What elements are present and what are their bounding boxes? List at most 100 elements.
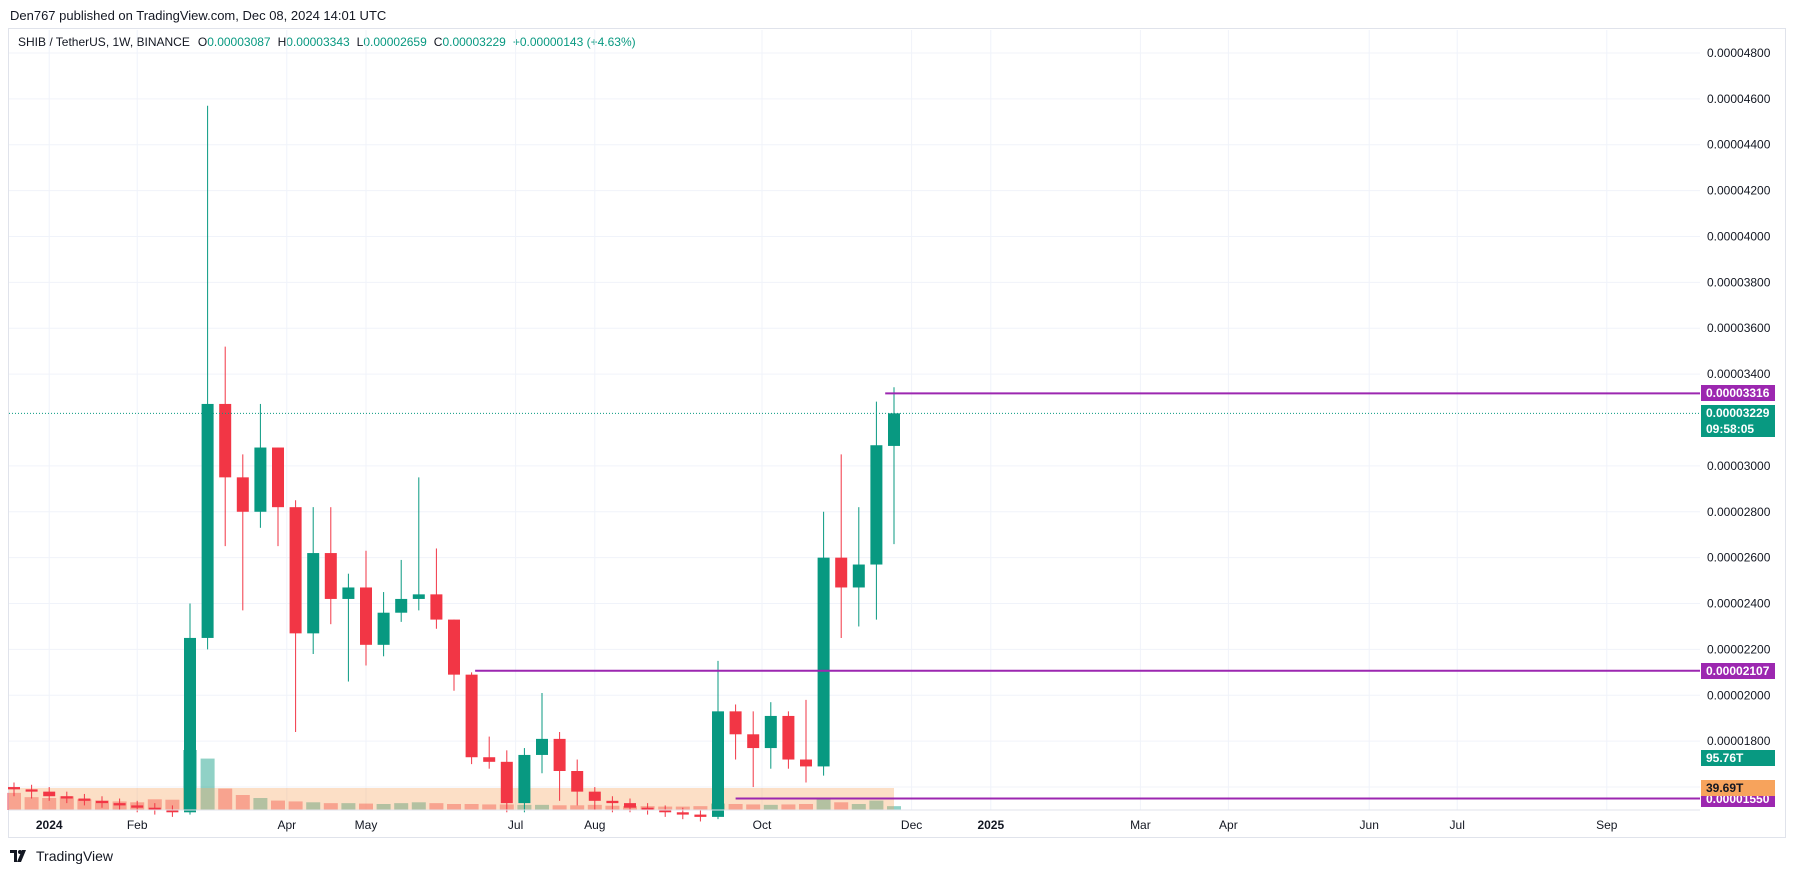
grid	[9, 30, 1700, 810]
volume-bar	[165, 799, 180, 810]
volume-bar	[411, 802, 426, 810]
candle-body	[624, 803, 636, 808]
level-price-tag: 0.00002107	[1701, 662, 1775, 679]
volume-bar	[42, 798, 57, 810]
price-chart[interactable]: 0.00004800 0.00004600 0.00004400 0.00004200…	[0, 0, 1794, 840]
candle-body	[800, 759, 812, 767]
candle-body	[448, 619, 460, 675]
volume-bar	[482, 804, 497, 810]
candle-body	[835, 557, 848, 588]
volume-bar	[746, 804, 761, 810]
candle-body	[289, 507, 302, 634]
volume-bar	[693, 806, 708, 810]
price-tick-label: 0.00004000	[1707, 229, 1771, 243]
volume-bar	[447, 804, 461, 810]
volume-bar	[887, 806, 901, 810]
volume-bar	[763, 804, 778, 810]
volume-bar	[200, 758, 215, 810]
time-axis: 2024 Feb Apr May Jul Aug Oct Dec 2025 Mar Apr Jun Ju…	[36, 818, 1618, 832]
candle-body	[500, 761, 513, 804]
chart-frame	[8, 28, 1786, 838]
candle-body	[518, 754, 531, 804]
candle-body	[817, 557, 830, 767]
time-tick-label: Dec	[901, 818, 922, 832]
candle-body	[395, 598, 408, 613]
volume-ma-area	[9, 788, 894, 810]
volume-bar	[218, 788, 233, 810]
candle-body	[324, 553, 337, 599]
footer-brand: TradingView	[36, 848, 114, 864]
legend-low: 0.00002659	[363, 35, 427, 49]
volume-bar	[552, 805, 567, 810]
candle-body	[8, 787, 20, 790]
volume-bar	[869, 800, 884, 810]
time-tick-label: Aug	[584, 818, 605, 832]
time-tick-label: Feb	[127, 818, 148, 832]
price-tick-label: 0.00003400	[1707, 367, 1771, 381]
price-tick-label: 0.00002000	[1707, 688, 1771, 702]
candle-body	[78, 798, 91, 801]
price-tick-label: 0.00004400	[1707, 138, 1771, 152]
time-tick-label: Jul	[1450, 818, 1465, 832]
candle-body	[201, 403, 214, 638]
candle-body	[148, 807, 161, 810]
candle-body	[852, 564, 865, 588]
legend-low-label: L	[356, 35, 364, 49]
candle-body	[184, 637, 196, 813]
candle-body	[342, 587, 355, 599]
candle-body	[888, 413, 900, 446]
candle-body	[131, 805, 144, 808]
volume-bar	[728, 804, 743, 810]
time-tick-label: May	[355, 818, 378, 832]
candle-body	[96, 800, 108, 804]
volume-bar	[253, 798, 268, 810]
candle-body	[694, 814, 707, 817]
candle-body	[219, 403, 232, 478]
price-tick-label: 0.00002400	[1707, 597, 1771, 611]
time-tick-label: Oct	[753, 818, 772, 832]
candle-series	[8, 105, 900, 822]
candle-body	[113, 803, 126, 806]
candle-body	[641, 807, 654, 810]
price-tick-label: 0.00003600	[1707, 321, 1771, 335]
price-tick-label: 0.00004600	[1707, 92, 1771, 106]
volume-bar	[306, 802, 321, 810]
candle-body	[43, 791, 56, 797]
candle-body	[606, 800, 619, 804]
time-tick-label: 2024	[36, 818, 63, 832]
candle-body	[588, 791, 601, 801]
time-tick-label: Sep	[1596, 818, 1618, 832]
price-tick-label: 0.00004800	[1707, 46, 1771, 60]
candle-body	[377, 612, 390, 645]
volume-bar	[376, 804, 391, 810]
price-tick-label: 0.00002200	[1707, 642, 1771, 656]
legend-close-label: C	[433, 35, 443, 49]
volume-ma-tag: 39.69T	[1701, 780, 1775, 796]
candle-body	[254, 447, 267, 512]
legend-change: +0.00000143 (+4.63%)	[512, 35, 636, 49]
candle-body	[553, 738, 566, 771]
volume-bar	[7, 792, 21, 810]
volume-bar	[24, 797, 39, 810]
candle-body	[712, 711, 724, 817]
candle-body	[782, 715, 795, 760]
volume-bar	[464, 804, 479, 810]
price-tick-label: 0.00004200	[1707, 184, 1771, 198]
price-tick-label: 0.00001800	[1707, 734, 1771, 748]
candle-body	[676, 812, 689, 815]
legend-symbol[interactable]: SHIB / TetherUS, 1W, BINANCE	[18, 35, 190, 49]
candle-body	[430, 594, 443, 620]
volume-bar	[781, 804, 796, 810]
candle-body	[729, 711, 742, 735]
price-tick-label: 0.00002800	[1707, 505, 1771, 519]
price-tick-label: 0.00003800	[1707, 275, 1771, 289]
volume-bar	[59, 796, 74, 810]
legend-open-label: O	[197, 35, 208, 49]
candle-body	[25, 789, 38, 792]
candle-body	[412, 594, 425, 599]
price-tick-label: 0.00003000	[1707, 459, 1771, 473]
time-tick-label: Jul	[508, 818, 523, 832]
symbol-legend: SHIB / TetherUS, 1W, BINANCE O 0.00003087…	[18, 35, 636, 49]
volume-bar	[359, 803, 373, 810]
volume-series	[7, 750, 901, 810]
